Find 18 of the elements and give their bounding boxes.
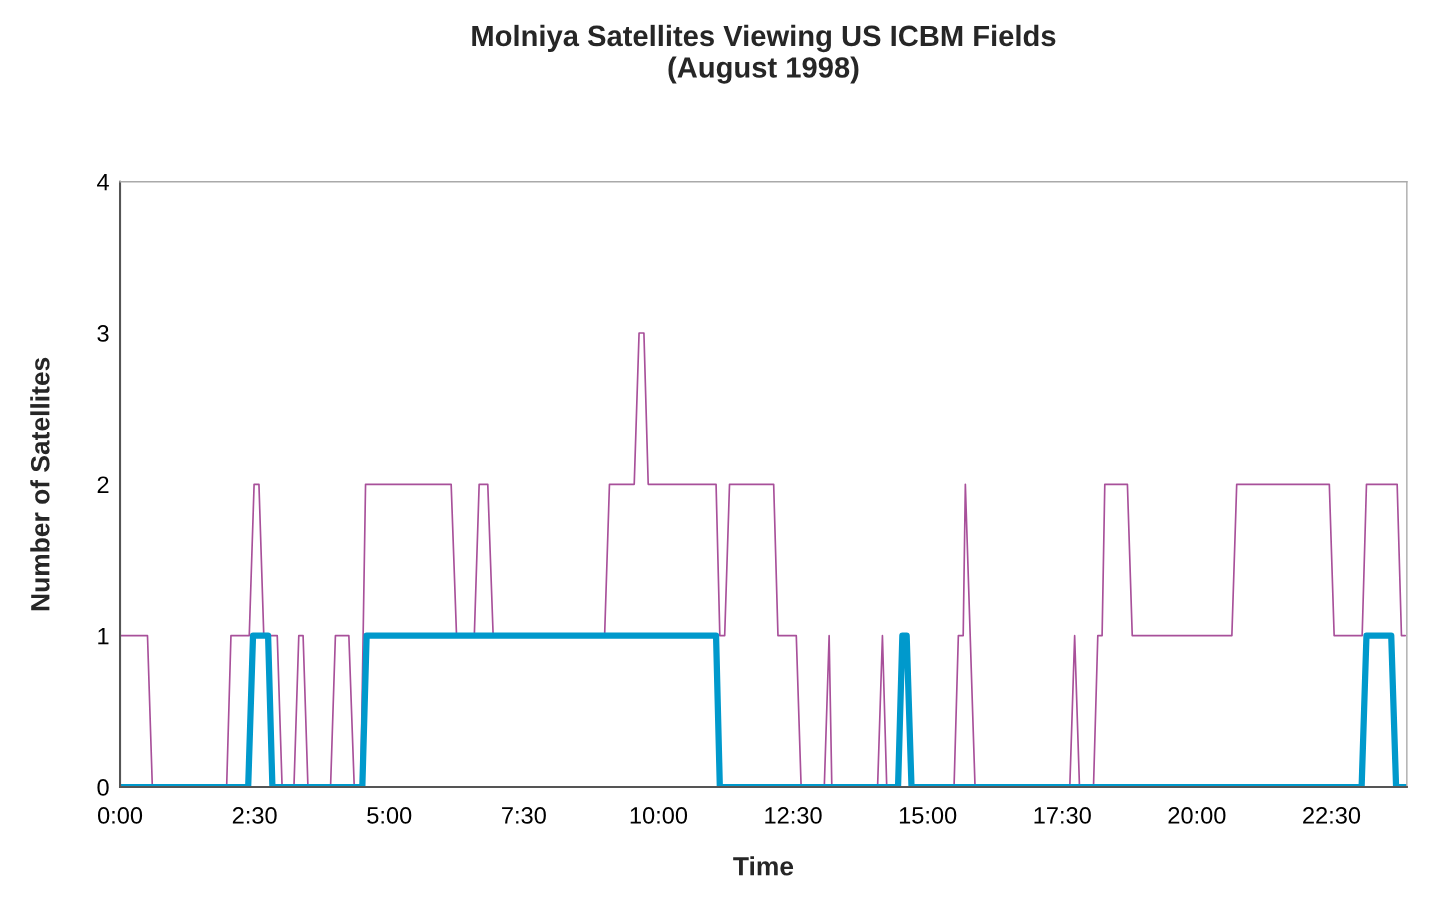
y-tick-label: 4: [97, 174, 109, 191]
x-tick-label: 17:30: [1034, 807, 1091, 824]
x-tick-label: 2:30: [232, 807, 277, 824]
y-tick-label: 1: [98, 627, 109, 645]
x-tick-label: 22:30: [1303, 807, 1361, 824]
x-tick-label: 10:00: [630, 807, 688, 824]
x-axis-title: Time: [733, 856, 794, 876]
chart-title: Molniya Satellites Viewing US ICBM Fields (August 1998): [472, 24, 1056, 84]
x-tick-label: 0:00: [97, 807, 143, 824]
y-tick-label: 0: [97, 779, 109, 796]
y-tick-label: 2: [97, 476, 109, 493]
x-tick-label: 7:30: [502, 807, 546, 824]
x-tick-label: 20:00: [1168, 807, 1226, 824]
x-tick-label: 15:00: [899, 807, 957, 824]
y-tick-label: 3: [97, 325, 109, 342]
x-tick-label: 12:30: [765, 807, 822, 824]
y-axis-title: Number of Satellites: [30, 357, 50, 611]
x-tick-label: 5:00: [367, 807, 412, 824]
